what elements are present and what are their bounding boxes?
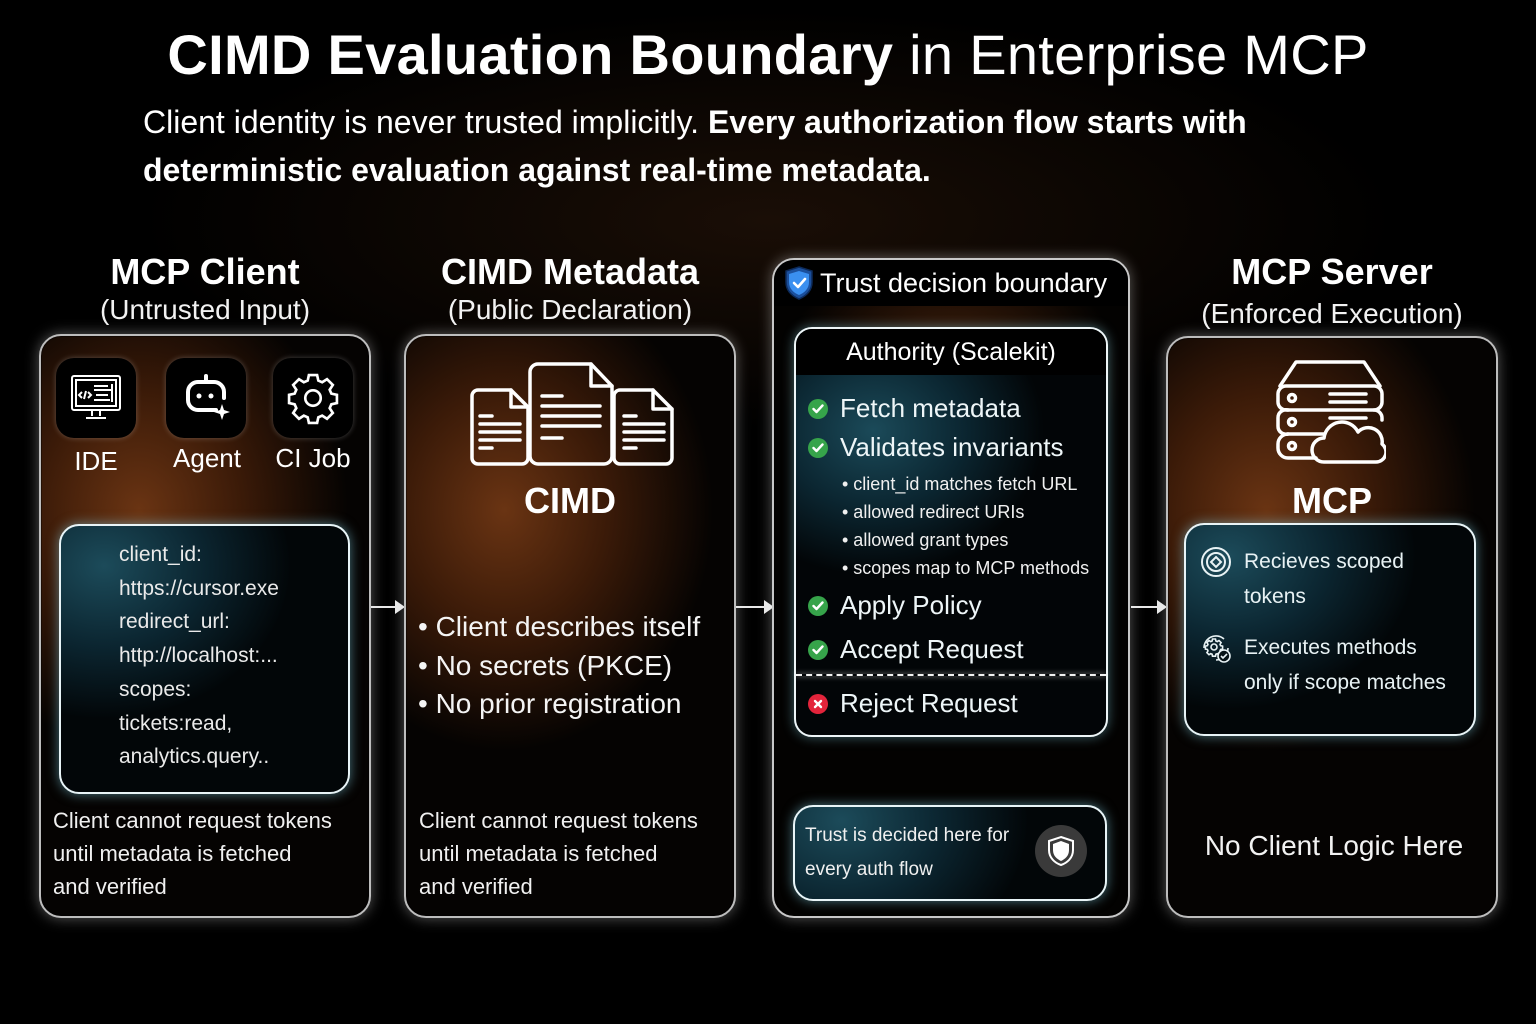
invariant-item: • allowed grant types [842, 530, 1009, 550]
invariant-item: • allowed redirect URIs [842, 502, 1025, 522]
step-accept-request: Accept Request [808, 634, 1024, 665]
check-icon [808, 437, 828, 458]
step-label: Accept Request [840, 634, 1024, 664]
metadata-line: scopes: [119, 677, 192, 701]
authority-box: Authority (Scalekit) [794, 327, 1108, 737]
feature-line: only if scope matches [1244, 671, 1446, 694]
footer-line: Client cannot request tokens [53, 808, 332, 833]
metadata-line: tickets:read, [119, 711, 233, 735]
metadata-line: analytics.query.. [119, 745, 270, 769]
step-fetch-metadata: Fetch metadata [808, 393, 1021, 424]
step-label: Validates invariants [840, 432, 1064, 462]
step-apply-policy: Apply Policy [808, 590, 982, 621]
gear-check-icon [1203, 635, 1231, 663]
title-bold: CIMD Evaluation Boundary [167, 23, 894, 86]
title-light: in Enterprise MCP [893, 23, 1369, 86]
metadata-column-heading: CIMD Metadata (Public Declaration) [404, 252, 736, 328]
agent-label: Agent [173, 443, 241, 473]
server-cloud-icon [1276, 360, 1386, 464]
step-label: Fetch metadata [840, 393, 1021, 423]
server-heading: MCP Server [1231, 251, 1433, 292]
page-title: CIMD Evaluation Boundary in Enterprise M… [0, 22, 1536, 87]
arrow-trust-to-server [1131, 600, 1167, 614]
shield-icon [1048, 835, 1074, 867]
trust-header-label: Trust decision boundary [820, 267, 1108, 298]
step-reject-request: Reject Request [808, 688, 1018, 719]
note-line: Trust is decided here for [805, 825, 1010, 846]
feature-executes-methods: Executes methods only if scope matches [1200, 630, 1446, 700]
client-heading: MCP Client [110, 251, 300, 292]
accept-reject-divider [796, 674, 1106, 676]
cimd-label: CIMD [524, 480, 616, 521]
feature-line: Executes methods [1244, 636, 1417, 659]
bullet-item: • No prior registration [418, 688, 682, 719]
ci-job-label: CI Job [275, 443, 351, 473]
footer-line: Client cannot request tokens [419, 808, 698, 833]
client-subheading: (Untrusted Input) [99, 294, 311, 325]
feature-scoped-tokens: Recieves scoped tokens [1200, 544, 1404, 614]
agent-tile[interactable] [166, 358, 246, 438]
step-label: Reject Request [840, 688, 1018, 718]
trust-note-box: Trust is decided here for every auth flo… [793, 805, 1107, 901]
page-subtitle: Client identity is never trusted implici… [143, 98, 1423, 194]
subtitle-plain: Client identity is never trusted implici… [143, 104, 708, 140]
server-column-heading: MCP Server (Enforced Execution) [1166, 252, 1498, 332]
footer-line: until metadata is fetched [53, 841, 292, 866]
step-validates-invariants: Validates invariants [808, 432, 1064, 463]
shield-badge [1035, 825, 1087, 877]
metadata-footer: Client cannot request tokens until metad… [419, 804, 698, 903]
note-line: every auth flow [805, 859, 933, 880]
metadata-line: https://cursor.exe [119, 576, 279, 600]
ide-label: IDE [74, 446, 118, 476]
bullet-item: • Client describes itself [418, 611, 701, 642]
client-metadata-box: client_id: https://cursor.exe redirect_u… [59, 524, 350, 794]
footer-line: and verified [419, 874, 533, 899]
monitor-code-icon [71, 375, 121, 419]
metadata-heading: CIMD Metadata [440, 251, 700, 292]
footer-line: until metadata is fetched [419, 841, 658, 866]
invariant-item: • scopes map to MCP methods [842, 558, 1090, 578]
check-icon [808, 639, 828, 660]
metadata-line: http://localhost:... [119, 644, 278, 668]
metadata-line: client_id: [119, 543, 202, 566]
metadata-subheading: (Public Declaration) [447, 294, 693, 325]
arrow-metadata-to-trust [736, 600, 774, 614]
authority-title: Authority (Scalekit) [796, 329, 1106, 375]
bullet-item: • No secrets (PKCE) [418, 649, 673, 681]
feature-line: tokens [1244, 585, 1306, 608]
client-column-heading: MCP Client (Untrusted Input) [40, 252, 370, 328]
server-subheading: (Enforced Execution) [1201, 298, 1463, 329]
client-metadata-lines: client_id: https://cursor.exe redirect_u… [119, 538, 279, 774]
reject-x-icon [808, 693, 828, 714]
gear-icon [287, 373, 339, 425]
step-label: Apply Policy [840, 590, 982, 620]
documents-icon [470, 362, 674, 466]
check-icon [808, 595, 828, 616]
robot-agent-icon [186, 374, 230, 420]
check-icon [808, 398, 828, 419]
server-footer: No Client Logic Here [1204, 830, 1464, 861]
subtitle-bold: Every authorization flow starts with det… [143, 104, 1247, 188]
footer-line: and verified [53, 874, 167, 899]
target-token-icon [1201, 547, 1231, 577]
client-footer: Client cannot request tokens until metad… [53, 804, 332, 903]
metadata-card [404, 334, 736, 918]
server-features-box [1184, 523, 1476, 736]
arrow-client-to-metadata [371, 600, 405, 614]
ci-job-tile[interactable] [273, 358, 353, 438]
metadata-bullets: • Client describes itself • No secrets (… [418, 608, 700, 724]
feature-line: Recieves scoped [1244, 550, 1404, 573]
mcp-label: MCP [1292, 480, 1372, 521]
ide-tile[interactable] [56, 358, 136, 438]
metadata-line: redirect_url: [119, 610, 230, 634]
trust-note-text: Trust is decided here for every auth flo… [805, 819, 1009, 887]
invariant-item: • client_id matches fetch URL [842, 474, 1078, 494]
shield-check-icon [785, 266, 813, 300]
trust-header: Trust decision boundary [774, 260, 1128, 306]
